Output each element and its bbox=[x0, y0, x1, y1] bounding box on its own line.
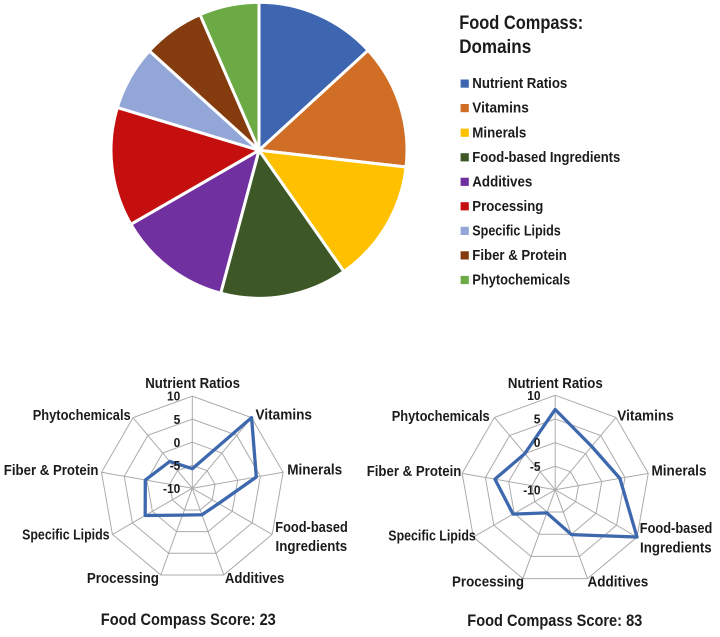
svg-text:Minerals: Minerals bbox=[287, 463, 342, 479]
svg-text:-10: -10 bbox=[163, 481, 180, 496]
svg-text:Minerals: Minerals bbox=[652, 464, 707, 480]
svg-text:Fiber & Protein: Fiber & Protein bbox=[472, 248, 567, 264]
svg-text:Additives: Additives bbox=[588, 575, 649, 591]
svg-text:Specific Lipids: Specific Lipids bbox=[22, 528, 110, 544]
svg-text:Phytochemicals: Phytochemicals bbox=[392, 409, 490, 425]
svg-text:Food Compass:: Food Compass: bbox=[459, 13, 583, 34]
svg-text:Food-based Ingredients: Food-based Ingredients bbox=[472, 150, 620, 166]
svg-text:Nutrient Ratios: Nutrient Ratios bbox=[508, 376, 603, 392]
svg-text:Minerals: Minerals bbox=[472, 125, 526, 141]
svg-text:Fiber & Protein: Fiber & Protein bbox=[367, 464, 462, 480]
svg-text:Domains: Domains bbox=[459, 37, 531, 58]
svg-text:5: 5 bbox=[174, 412, 181, 427]
svg-text:5: 5 bbox=[534, 412, 541, 427]
svg-text:-5: -5 bbox=[170, 458, 181, 473]
svg-text:Vitamins: Vitamins bbox=[472, 101, 529, 117]
svg-text:Processing: Processing bbox=[472, 199, 543, 215]
svg-text:Vitamins: Vitamins bbox=[617, 408, 674, 424]
svg-text:Fiber & Protein: Fiber & Protein bbox=[4, 463, 99, 479]
svg-text:Specific Lipids: Specific Lipids bbox=[472, 224, 561, 240]
svg-text:Food-based: Food-based bbox=[640, 521, 713, 537]
svg-text:Phytochemicals: Phytochemicals bbox=[472, 273, 570, 289]
svg-text:0: 0 bbox=[534, 435, 541, 450]
svg-text:10: 10 bbox=[167, 389, 180, 404]
svg-text:Nutrient Ratios: Nutrient Ratios bbox=[145, 376, 240, 392]
svg-text:-10: -10 bbox=[523, 482, 540, 497]
svg-text:Phytochemicals: Phytochemicals bbox=[33, 408, 131, 424]
svg-text:10: 10 bbox=[527, 388, 540, 403]
svg-text:Ingredients: Ingredients bbox=[640, 540, 712, 556]
svg-text:Food Compass Score: 83: Food Compass Score: 83 bbox=[467, 611, 642, 630]
svg-text:-5: -5 bbox=[530, 459, 541, 474]
svg-text:Additives: Additives bbox=[472, 174, 532, 190]
svg-text:Ingredients: Ingredients bbox=[276, 539, 348, 555]
svg-text:Food Compass Score: 23: Food Compass Score: 23 bbox=[101, 610, 276, 629]
svg-text:Vitamins: Vitamins bbox=[256, 408, 313, 424]
svg-text:Additives: Additives bbox=[225, 571, 285, 587]
svg-text:Specific Lipids: Specific Lipids bbox=[388, 529, 476, 545]
svg-text:0: 0 bbox=[174, 435, 181, 450]
svg-text:Food-based: Food-based bbox=[275, 520, 348, 536]
svg-text:Processing: Processing bbox=[452, 575, 524, 591]
svg-text:Nutrient Ratios: Nutrient Ratios bbox=[472, 76, 567, 92]
svg-text:Processing: Processing bbox=[87, 571, 159, 587]
